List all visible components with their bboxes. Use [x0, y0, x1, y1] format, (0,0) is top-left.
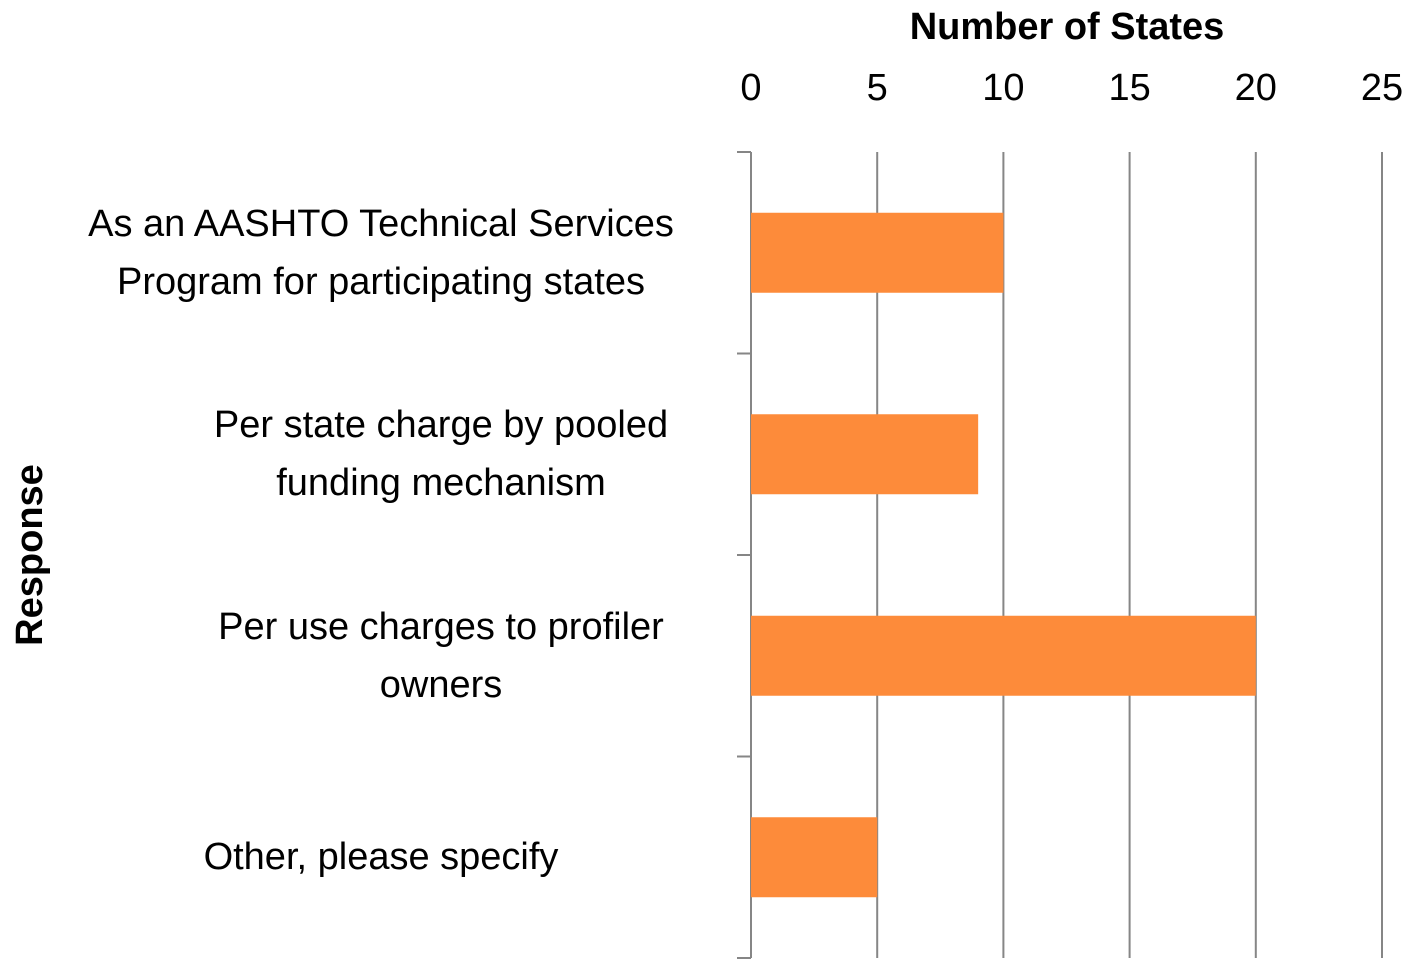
y-axis-title: Response [9, 464, 51, 646]
x-tick-label: 0 [740, 67, 761, 109]
y-tick-label: As an AASHTO Technical Services Program … [88, 202, 674, 303]
x-tick-label: 5 [867, 67, 888, 109]
x-axis-title: Number of States [910, 6, 1225, 48]
bar [751, 615, 1256, 696]
x-tick-label: 25 [1361, 67, 1403, 109]
x-tick-label: 20 [1235, 67, 1277, 109]
bar [751, 817, 878, 898]
y-tick-label: Per state charge by pooled funding mecha… [213, 404, 669, 505]
y-tick-label: Per use charges to profiler owners [218, 605, 664, 706]
bar [751, 212, 1004, 293]
bar [751, 414, 979, 495]
y-tick-label: Other, please specify [203, 836, 559, 879]
x-tick-label: 10 [982, 67, 1024, 109]
x-tick-label: 15 [1108, 67, 1150, 109]
